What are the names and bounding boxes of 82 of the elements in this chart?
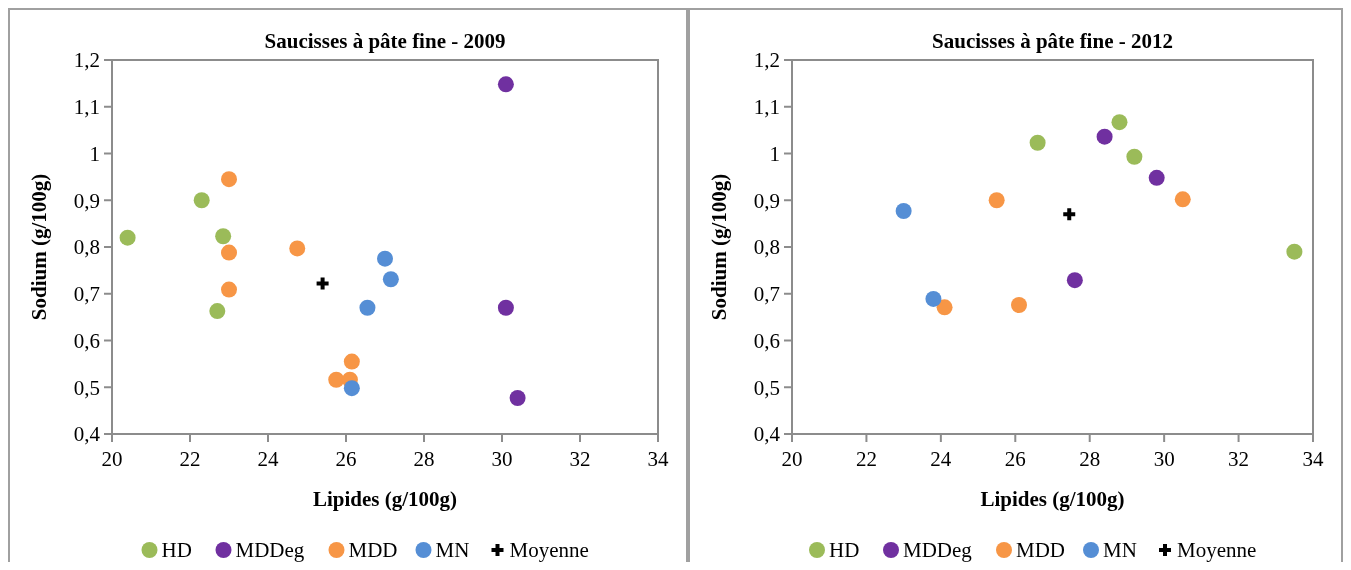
point bbox=[925, 290, 942, 307]
point bbox=[377, 250, 393, 267]
point bbox=[193, 192, 210, 209]
point bbox=[1126, 148, 1143, 165]
legend-label: MDDeg bbox=[903, 538, 973, 563]
point bbox=[359, 299, 376, 316]
point bbox=[382, 271, 399, 288]
point bbox=[1148, 169, 1165, 186]
point bbox=[1174, 191, 1191, 208]
point bbox=[221, 281, 237, 298]
point bbox=[988, 192, 1005, 209]
y-tick-label: 0,4 bbox=[753, 422, 781, 447]
point bbox=[316, 277, 329, 290]
x-tick-label: 28 bbox=[413, 447, 435, 471]
x-axis-title: Lipides (g/100g) bbox=[312, 487, 458, 511]
x-tick-label: 34 bbox=[647, 447, 669, 471]
y-tick-label: 0,4 bbox=[73, 422, 101, 447]
y-tick-label: 0,5 bbox=[753, 375, 780, 400]
point bbox=[509, 390, 526, 406]
point bbox=[343, 380, 360, 397]
x-tick-label: 30 bbox=[491, 447, 513, 471]
x-tick-label: 20 bbox=[101, 447, 123, 471]
x-tick-label: 22 bbox=[179, 447, 201, 471]
y-tick-label: 0,9 bbox=[73, 188, 100, 213]
x-tick-label: 20 bbox=[781, 447, 803, 471]
y-tick-label: 0,5 bbox=[73, 375, 100, 400]
point bbox=[1011, 296, 1028, 313]
point bbox=[1029, 134, 1046, 151]
legend-label: HD bbox=[161, 538, 192, 563]
y-tick-label: 0,7 bbox=[73, 282, 100, 307]
y-tick-label: 1,1 bbox=[753, 95, 780, 120]
y-tick-label: 1,1 bbox=[73, 95, 100, 120]
point bbox=[289, 240, 306, 257]
legend-label: MDD bbox=[348, 538, 398, 563]
point bbox=[1063, 208, 1076, 221]
point bbox=[209, 303, 226, 320]
y-axis-title: Sodium (g/100g) bbox=[707, 173, 731, 321]
point bbox=[1066, 272, 1083, 289]
point bbox=[343, 353, 360, 370]
chart-title: Saucisses à pâte fine - 2009 bbox=[264, 29, 506, 53]
point bbox=[1096, 128, 1113, 145]
y-tick-label: 1,2 bbox=[73, 48, 100, 73]
x-axis-title: Lipides (g/100g) bbox=[980, 487, 1125, 511]
y-tick-label: 0,6 bbox=[753, 328, 780, 353]
x-tick-label: 32 bbox=[1228, 447, 1250, 471]
x-tick-label: 22 bbox=[855, 447, 877, 471]
legend-label: MN bbox=[1103, 538, 1137, 563]
x-tick-label: 32 bbox=[569, 447, 591, 471]
y-tick-label: 1 bbox=[769, 141, 780, 166]
y-tick-label: 0,6 bbox=[73, 328, 100, 353]
x-tick-label: 26 bbox=[335, 447, 357, 471]
legend-label: MN bbox=[435, 538, 470, 563]
x-tick-label: 28 bbox=[1079, 447, 1101, 471]
y-tick-label: 0,9 bbox=[753, 188, 780, 213]
y-axis-title: Sodium (g/100g) bbox=[27, 173, 51, 321]
y-tick-label: 0,7 bbox=[753, 282, 780, 307]
point bbox=[221, 171, 237, 188]
point bbox=[936, 299, 953, 316]
point bbox=[895, 203, 912, 219]
x-tick-label: 24 bbox=[930, 447, 952, 471]
legend-label: Moyenne bbox=[509, 538, 589, 563]
point bbox=[328, 371, 345, 388]
x-tick-label: 24 bbox=[257, 447, 279, 471]
x-tick-label: 34 bbox=[1302, 447, 1324, 471]
point bbox=[1111, 114, 1128, 131]
point bbox=[497, 299, 514, 316]
y-tick-label: 1 bbox=[89, 141, 100, 166]
legend-label: MDDeg bbox=[235, 538, 305, 563]
legend-label: Moyenne bbox=[1177, 538, 1257, 563]
point bbox=[119, 229, 136, 246]
y-tick-label: 0,8 bbox=[73, 235, 100, 260]
point bbox=[1286, 243, 1303, 260]
legend-label: MDD bbox=[1016, 538, 1066, 563]
point bbox=[221, 244, 237, 261]
y-tick-label: 1,2 bbox=[753, 48, 780, 73]
legend-label: HD bbox=[829, 538, 860, 563]
point bbox=[215, 228, 232, 245]
x-tick-label: 30 bbox=[1153, 447, 1175, 471]
y-tick-label: 0,8 bbox=[753, 235, 780, 260]
point bbox=[497, 76, 514, 93]
chart-title: Saucisses à pâte fine - 2012 bbox=[932, 29, 1173, 53]
x-tick-label: 26 bbox=[1004, 447, 1026, 471]
